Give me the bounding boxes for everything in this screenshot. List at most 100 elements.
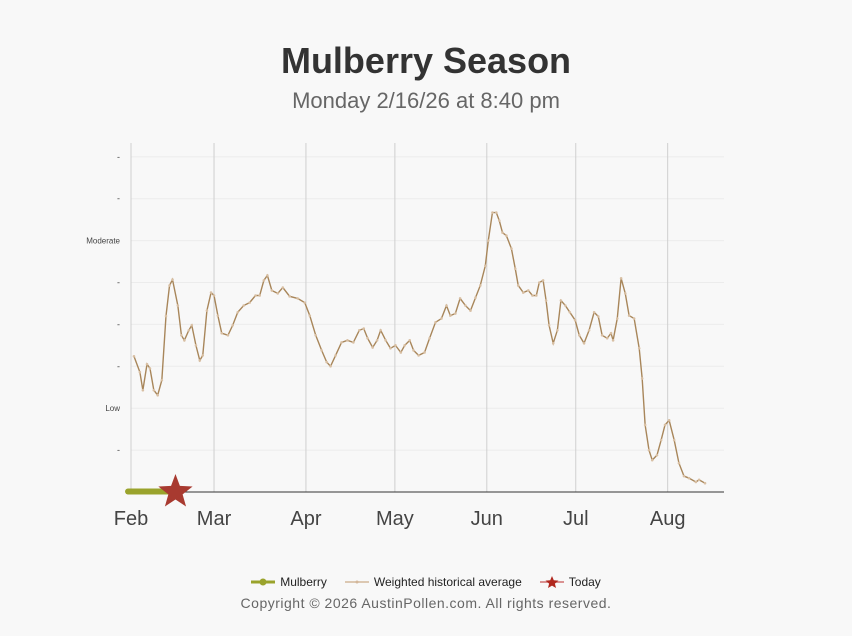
average-point [703, 481, 707, 485]
average-point [183, 339, 186, 342]
average-point [478, 284, 482, 287]
average-point [254, 294, 257, 297]
average-point [209, 291, 213, 294]
average-point [582, 341, 586, 345]
average-point [697, 478, 701, 482]
y-tick-label: - [117, 361, 120, 371]
chart-subtitle: Monday 2/16/26 at 8:40 pm [292, 88, 560, 113]
average-point [226, 334, 230, 337]
average-point [325, 360, 328, 364]
average-point [650, 458, 654, 462]
x-tick-label: May [376, 508, 414, 530]
average-point [484, 264, 487, 268]
average-point [564, 304, 567, 307]
y-tick-label: Moderate [86, 237, 120, 246]
average-point [156, 393, 159, 397]
y-tick-label: - [117, 319, 120, 329]
average-point [379, 328, 382, 332]
average-point [449, 314, 452, 317]
average-point [516, 284, 520, 287]
average-point [362, 327, 366, 330]
average-point [236, 310, 240, 314]
legend-star-icon [539, 576, 564, 588]
average-point [486, 239, 490, 242]
average-point [510, 247, 513, 250]
average-point [358, 328, 361, 332]
x-tick-label: Jul [563, 508, 589, 530]
average-point [164, 314, 168, 318]
average-point [258, 294, 261, 297]
legend-label: Mulberry [280, 575, 327, 589]
average-point [296, 297, 299, 300]
plot-area: - Low - - - Moderate - - Feb Mar Apr May Jun Jul Aug [86, 143, 724, 530]
average-point [303, 301, 307, 304]
legend-average-swatch [344, 580, 369, 584]
average-point [145, 362, 149, 366]
average-point [394, 344, 397, 347]
y-tick-label: - [117, 445, 120, 455]
average-point [399, 351, 403, 354]
average-point [521, 291, 525, 294]
average-point [605, 336, 609, 340]
average-point [329, 365, 332, 368]
average-point [458, 297, 462, 300]
average-point [559, 299, 563, 302]
average-point [141, 388, 145, 392]
legend-mulberry-swatch [251, 578, 276, 586]
average-point [242, 304, 245, 307]
average-point [663, 423, 667, 427]
average-point [212, 294, 216, 297]
average-point [266, 274, 269, 277]
y-tick-label: - [117, 194, 120, 204]
average-point [677, 461, 681, 465]
x-tick-label: Aug [650, 508, 686, 530]
average-point [454, 312, 457, 315]
average-point [537, 281, 541, 284]
average-point [201, 354, 205, 357]
average-point [340, 341, 343, 344]
average-point [352, 341, 355, 344]
average-point [412, 349, 415, 352]
legend-item-mulberry[interactable]: Mulberry [251, 575, 327, 589]
average-point [371, 346, 374, 349]
average-point [384, 339, 387, 342]
average-point [375, 339, 379, 342]
average-point [687, 476, 691, 480]
average-point [138, 370, 142, 374]
average-point [168, 284, 171, 287]
average-point [672, 438, 676, 442]
legend-item-average[interactable]: Weighted historical average [344, 575, 522, 589]
average-point [611, 339, 615, 342]
legend-label: Today [568, 575, 601, 589]
x-tick-label: Mar [197, 508, 232, 530]
average-point [262, 279, 266, 282]
y-tick-label: Low [105, 404, 120, 413]
legend: Mulberry Weighted historical average Tod… [0, 575, 852, 589]
average-point [440, 317, 443, 320]
average-point [248, 301, 251, 304]
average-point [632, 317, 636, 320]
average-point [176, 304, 180, 307]
average-point [527, 289, 530, 292]
average-point [547, 323, 551, 327]
average-point [308, 314, 312, 317]
average-point [627, 314, 631, 317]
x-tick-label: Apr [290, 508, 321, 530]
average-point [152, 388, 156, 392]
y-tick-label: - [117, 278, 120, 288]
average-point [494, 211, 498, 214]
average-point [445, 304, 448, 307]
average-point [288, 295, 291, 298]
chart-title: Mulberry Season [280, 40, 572, 81]
average-point [314, 334, 318, 337]
average-point [194, 344, 198, 347]
average-point [497, 219, 501, 222]
x-tick-label: Feb [114, 508, 148, 530]
average-point [623, 292, 627, 295]
average-point [682, 474, 686, 478]
average-point [659, 438, 663, 442]
average-point [464, 304, 467, 307]
legend-item-today[interactable]: Today [539, 575, 601, 589]
average-point [205, 309, 209, 312]
